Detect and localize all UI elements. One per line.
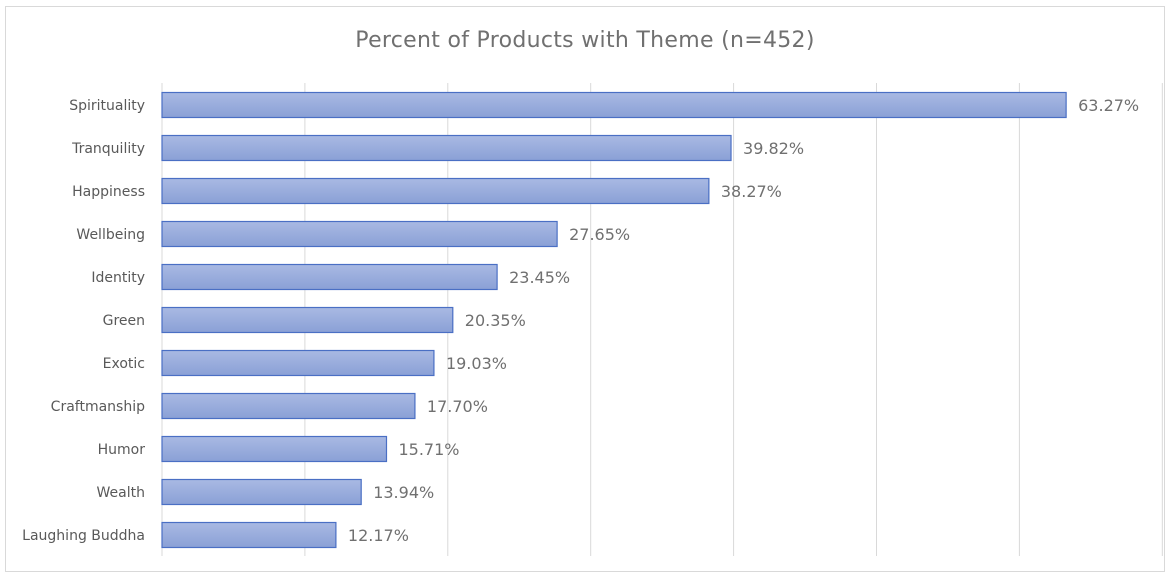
category-label: Green xyxy=(103,313,145,329)
bar xyxy=(161,306,454,334)
bar xyxy=(161,263,498,291)
data-label: 38.27% xyxy=(721,182,782,201)
bar xyxy=(161,435,388,463)
bar xyxy=(161,91,1067,119)
data-label: 20.35% xyxy=(465,311,526,330)
category-label: Identity xyxy=(91,270,145,286)
category-label: Tranquility xyxy=(71,141,145,157)
category-label: Exotic xyxy=(103,356,145,372)
category-label: Spirituality xyxy=(69,98,145,114)
data-label: 19.03% xyxy=(446,354,507,373)
bar xyxy=(161,220,558,248)
data-label: 23.45% xyxy=(509,268,570,287)
category-label: Humor xyxy=(98,442,146,458)
bar xyxy=(161,478,362,506)
data-label: 39.82% xyxy=(743,139,804,158)
category-label: Wellbeing xyxy=(76,227,145,243)
bar xyxy=(161,349,435,377)
data-label: 63.27% xyxy=(1078,96,1139,115)
category-label: Happiness xyxy=(72,184,145,200)
data-label: 17.70% xyxy=(427,397,488,416)
category-label: Laughing Buddha xyxy=(22,528,145,544)
bar xyxy=(161,392,416,420)
category-label: Wealth xyxy=(97,485,145,501)
data-label: 15.71% xyxy=(398,440,459,459)
bar xyxy=(161,134,732,162)
data-label: 13.94% xyxy=(373,483,434,502)
category-label: Craftmanship xyxy=(51,399,145,415)
chart-title: Percent of Products with Theme (n=452) xyxy=(355,28,815,53)
data-label: 12.17% xyxy=(348,526,409,545)
bar xyxy=(161,521,337,549)
bar xyxy=(161,177,710,205)
data-label: 27.65% xyxy=(569,225,630,244)
